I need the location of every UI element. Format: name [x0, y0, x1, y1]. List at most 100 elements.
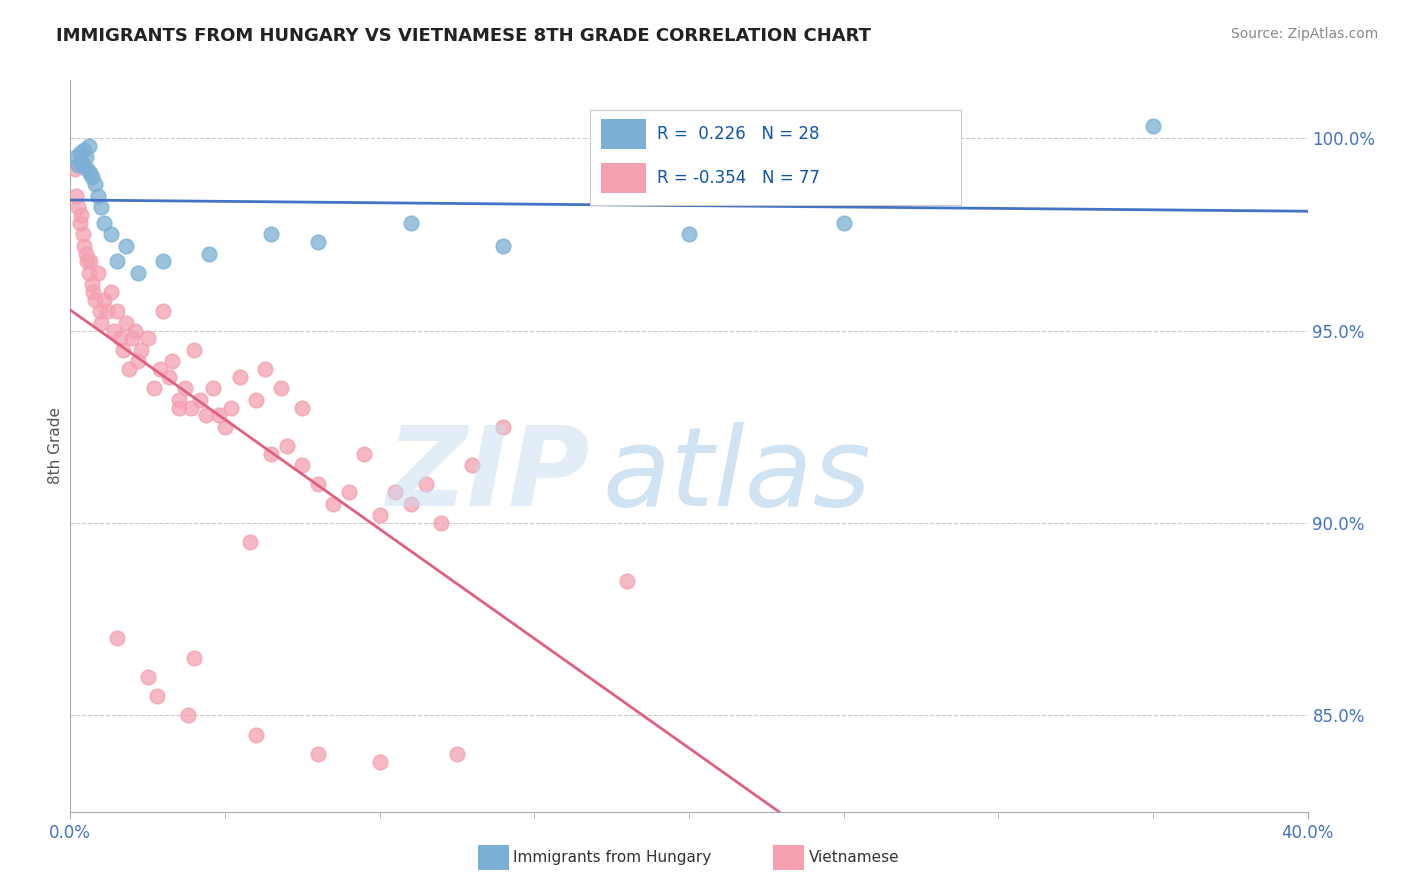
Point	[69, 146, 91, 161]
Point	[214, 419, 236, 434]
Point	[399, 497, 422, 511]
Point	[96, 304, 118, 318]
Point	[79, 166, 101, 180]
Text: Vietnamese: Vietnamese	[808, 850, 898, 864]
Point	[127, 266, 149, 280]
Point	[368, 508, 391, 523]
Point	[67, 158, 90, 172]
Point	[72, 158, 94, 172]
Point	[100, 285, 122, 299]
Point	[65, 188, 87, 202]
Point	[322, 497, 344, 511]
Point	[270, 381, 292, 395]
Point	[127, 354, 149, 368]
Point	[87, 266, 110, 280]
Point	[65, 150, 87, 164]
Point	[103, 324, 125, 338]
Point	[152, 304, 174, 318]
Point	[276, 439, 298, 453]
Point	[105, 304, 128, 318]
Point	[188, 392, 211, 407]
Point	[832, 216, 855, 230]
Point	[291, 401, 314, 415]
Point	[307, 477, 329, 491]
Point	[167, 392, 190, 407]
Point	[93, 216, 115, 230]
Point	[136, 670, 159, 684]
Point	[307, 747, 329, 761]
Point	[415, 477, 437, 491]
Point	[183, 650, 205, 665]
Point	[75, 150, 97, 164]
Point	[108, 331, 131, 345]
Point	[254, 362, 277, 376]
Point	[245, 728, 267, 742]
Point	[384, 485, 406, 500]
Point	[195, 408, 218, 422]
Y-axis label: 8th Grade: 8th Grade	[48, 408, 63, 484]
Point	[118, 362, 141, 376]
Point	[167, 401, 190, 415]
Point	[446, 747, 468, 761]
Text: atlas: atlas	[602, 422, 870, 529]
Text: Source: ZipAtlas.com: Source: ZipAtlas.com	[1230, 27, 1378, 41]
Point	[70, 208, 93, 222]
Point	[131, 343, 153, 357]
Point	[239, 535, 262, 549]
Point	[77, 138, 100, 153]
Point	[492, 239, 515, 253]
Point	[245, 392, 267, 407]
Text: ZIP: ZIP	[387, 422, 591, 529]
Point	[115, 316, 138, 330]
Point	[177, 708, 200, 723]
Point	[173, 381, 195, 395]
Point	[105, 254, 128, 268]
Point	[136, 331, 159, 345]
Point	[180, 401, 202, 415]
Point	[291, 458, 314, 473]
Point	[1142, 120, 1164, 134]
Point	[124, 324, 146, 338]
Point	[89, 304, 111, 318]
Point	[76, 254, 98, 268]
Point	[73, 143, 96, 157]
Point	[80, 169, 103, 184]
Point	[90, 316, 112, 330]
Point	[368, 755, 391, 769]
Point	[142, 381, 165, 395]
Point	[146, 690, 169, 704]
Point	[183, 343, 205, 357]
Point	[100, 227, 122, 242]
Point	[115, 239, 138, 253]
Point	[198, 246, 221, 260]
Point	[67, 200, 90, 214]
Point	[307, 235, 329, 249]
Point	[678, 227, 700, 242]
Point	[75, 246, 97, 260]
Point	[82, 285, 105, 299]
Point	[208, 408, 231, 422]
Point	[63, 161, 86, 176]
Point	[70, 154, 93, 169]
Point	[461, 458, 484, 473]
Point	[260, 227, 283, 242]
Point	[84, 178, 107, 192]
Point	[87, 188, 110, 202]
Point	[430, 516, 453, 530]
Text: IMMIGRANTS FROM HUNGARY VS VIETNAMESE 8TH GRADE CORRELATION CHART: IMMIGRANTS FROM HUNGARY VS VIETNAMESE 8T…	[56, 27, 872, 45]
Point	[149, 362, 172, 376]
Point	[79, 254, 101, 268]
Point	[121, 331, 143, 345]
Point	[201, 381, 224, 395]
Point	[616, 574, 638, 588]
Text: Immigrants from Hungary: Immigrants from Hungary	[513, 850, 711, 864]
Point	[337, 485, 360, 500]
Point	[353, 447, 375, 461]
Point	[76, 161, 98, 176]
Point	[492, 419, 515, 434]
Point	[399, 216, 422, 230]
Point	[219, 401, 242, 415]
Point	[72, 227, 94, 242]
Point	[229, 369, 252, 384]
Point	[80, 277, 103, 292]
